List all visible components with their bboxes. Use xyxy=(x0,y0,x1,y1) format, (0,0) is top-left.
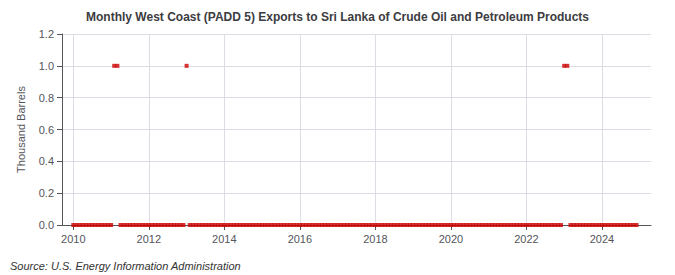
svg-text:Source: U.S. Energy Informatio: Source: U.S. Energy Information Administ… xyxy=(10,260,241,272)
svg-text:2024: 2024 xyxy=(590,233,614,245)
svg-text:0.8: 0.8 xyxy=(39,92,54,104)
svg-text:2020: 2020 xyxy=(439,233,463,245)
svg-text:0.2: 0.2 xyxy=(39,187,54,199)
svg-text:2014: 2014 xyxy=(212,233,236,245)
svg-text:2012: 2012 xyxy=(137,233,161,245)
svg-text:2016: 2016 xyxy=(288,233,312,245)
svg-text:2010: 2010 xyxy=(61,233,85,245)
svg-text:0.4: 0.4 xyxy=(39,155,54,167)
svg-text:2018: 2018 xyxy=(363,233,387,245)
svg-text:Thousand Barrels: Thousand Barrels xyxy=(15,86,27,173)
svg-text:Monthly West Coast (PADD 5) Ex: Monthly West Coast (PADD 5) Exports to S… xyxy=(86,10,589,24)
svg-text:1.0: 1.0 xyxy=(39,60,54,72)
svg-text:2022: 2022 xyxy=(514,233,538,245)
svg-text:0.0: 0.0 xyxy=(39,219,54,231)
svg-text:1.2: 1.2 xyxy=(39,28,54,40)
svg-text:0.6: 0.6 xyxy=(39,124,54,136)
